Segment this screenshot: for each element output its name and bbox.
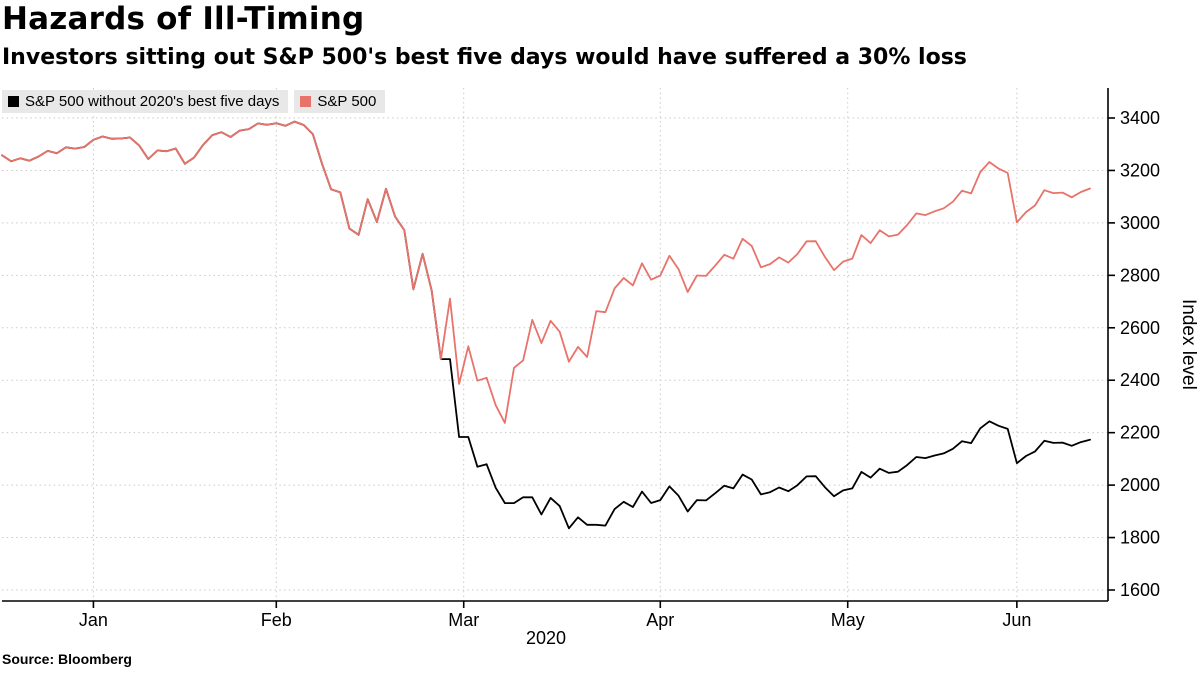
y-axis-title: Index level	[1178, 299, 1199, 390]
page-title: Hazards of Ill-Timing	[2, 1, 365, 37]
y-tick-label: 2600	[1120, 318, 1160, 338]
x-tick-label: Feb	[261, 610, 292, 630]
legend-item: S&P 500 without 2020's best five days	[2, 90, 289, 113]
x-tick-label: Jan	[79, 610, 108, 630]
legend-label: S&P 500 without 2020's best five days	[25, 93, 280, 110]
source-attribution: Source: Bloomberg	[2, 651, 132, 667]
y-tick-label: 2400	[1120, 370, 1160, 390]
y-tick-label: 2800	[1120, 265, 1160, 285]
legend-item: S&P 500	[294, 90, 386, 113]
y-tick-label: 1600	[1120, 580, 1160, 600]
series-line-sp500-without-best-five-days	[1, 120, 1091, 530]
legend: S&P 500 without 2020's best five days S&P…	[2, 90, 386, 113]
page-subtitle: Investors sitting out S&P 500's best fiv…	[2, 45, 967, 70]
series-line-sp500	[1, 120, 1091, 424]
legend-swatch	[300, 96, 312, 107]
y-tick-label: 3200	[1120, 160, 1160, 180]
y-tick-label: 1800	[1120, 528, 1160, 548]
y-tick-label: 3400	[1120, 108, 1160, 128]
x-tick-label: Apr	[646, 610, 674, 630]
y-tick-label: 3000	[1120, 213, 1160, 233]
x-axis-year-label: 2020	[525, 628, 567, 648]
x-tick-label: Jun	[1002, 610, 1031, 630]
x-tick-label: May	[831, 610, 865, 630]
x-tick-label: Mar	[448, 610, 479, 630]
y-tick-label: 2200	[1120, 423, 1160, 443]
y-tick-label: 2000	[1120, 475, 1160, 495]
legend-swatch	[8, 96, 19, 107]
legend-label: S&P 500	[317, 93, 377, 110]
